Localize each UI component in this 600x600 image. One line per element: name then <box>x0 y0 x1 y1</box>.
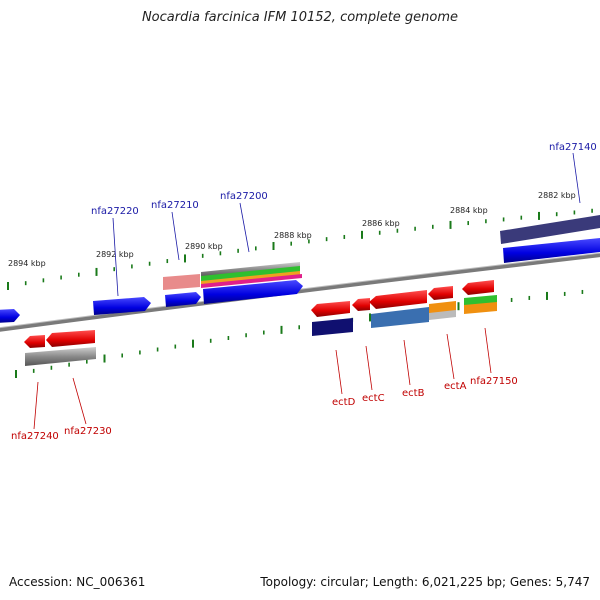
gene-ectD[interactable] <box>311 301 350 317</box>
feature-bar-grey-left <box>25 347 96 366</box>
genome-summary-text: Topology: circular; Length: 6,021,225 bp… <box>260 575 590 589</box>
genome-backbone <box>0 253 600 332</box>
leader-nfa27150 <box>484 327 492 374</box>
leader-ectA <box>446 333 455 380</box>
feature-bar-pink <box>163 274 200 290</box>
scale-label-2890: 2890 kbp <box>185 242 223 251</box>
leader-nfa27210 <box>171 211 180 261</box>
gene-nfa27150[interactable] <box>462 280 494 295</box>
gene-forward-edge-left[interactable] <box>0 309 20 323</box>
leader-ectC <box>365 345 373 391</box>
leader-nfa27140 <box>572 152 581 204</box>
leader-ectB <box>403 339 411 386</box>
scale-label-2894: 2894 kbp <box>8 259 46 268</box>
label-nfa27210[interactable]: nfa27210 <box>151 200 199 211</box>
scale-label-2886: 2886 kbp <box>362 219 400 228</box>
scale-ticks-top <box>7 208 593 290</box>
label-nfa27240[interactable]: nfa27240 <box>11 431 59 442</box>
label-nfa27150[interactable]: nfa27150 <box>470 376 518 387</box>
label-ectB[interactable]: ectB <box>402 388 425 399</box>
accession-text: Accession: NC_006361 <box>9 575 146 589</box>
label-nfa27200[interactable]: nfa27200 <box>220 191 268 202</box>
feature-bar-navy-ectD <box>312 318 353 336</box>
scale-label-2888: 2888 kbp <box>274 231 312 240</box>
gene-nfa27230[interactable] <box>46 330 95 347</box>
feature-bar-steel-ectB <box>371 307 429 328</box>
label-ectA[interactable]: ectA <box>444 381 467 392</box>
feature-bar-orange <box>201 271 300 285</box>
gene-nfa27240[interactable] <box>24 335 45 348</box>
leader-nfa27240 <box>33 381 39 430</box>
leader-nfa27230 <box>72 377 87 425</box>
gene-nfa27220[interactable] <box>93 297 151 315</box>
gene-nfa27210[interactable] <box>165 292 201 307</box>
label-nfa27140[interactable]: nfa27140 <box>549 142 597 153</box>
gene-ectA[interactable] <box>428 286 453 300</box>
label-nfa27230[interactable]: nfa27230 <box>64 426 112 437</box>
label-ectD[interactable]: ectD <box>332 397 356 408</box>
gene-nfa27200[interactable] <box>203 280 303 304</box>
feature-bar-navy <box>500 215 600 244</box>
feature-bar-grey-ectA <box>429 310 456 320</box>
scale-label-2892: 2892 kbp <box>96 250 134 259</box>
leader-nfa27220 <box>112 217 119 297</box>
feature-bar-orange-nfa27150 <box>464 302 497 314</box>
feature-bar-magenta <box>201 274 302 288</box>
gene-ectC[interactable] <box>352 298 370 311</box>
scale-label-2884: 2884 kbp <box>450 206 488 215</box>
gene-ectB[interactable] <box>369 290 427 309</box>
feature-bar-green <box>201 266 300 282</box>
label-nfa27220[interactable]: nfa27220 <box>91 206 139 217</box>
scale-label-2882: 2882 kbp <box>538 191 576 200</box>
gene-nfa27140[interactable] <box>503 238 600 263</box>
diagram-title: Nocardia farcinica IFM 10152, complete g… <box>141 10 459 25</box>
leader-ectD <box>335 349 343 395</box>
label-ectC[interactable]: ectC <box>362 393 385 404</box>
leader-nfa27200 <box>239 202 250 253</box>
feature-bar-grey <box>201 262 300 277</box>
